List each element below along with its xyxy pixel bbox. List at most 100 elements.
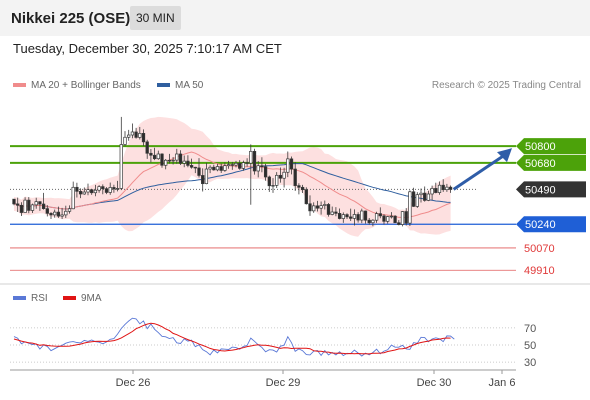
timeframe-badge[interactable]: 30 MIN — [130, 6, 181, 30]
candle-body — [386, 216, 390, 222]
candle-body — [323, 204, 327, 206]
ma50-swatch — [157, 83, 170, 88]
candle-body — [104, 188, 109, 193]
candle-body — [367, 219, 371, 224]
candle-body — [119, 144, 123, 189]
candle-body — [426, 193, 431, 201]
forecast-arrow-head — [497, 148, 512, 163]
candle-body — [160, 153, 164, 166]
time-label-dec-26: Dec 26 — [116, 377, 151, 389]
rsi-tick-70: 70 — [524, 323, 536, 335]
candle-body — [308, 203, 312, 212]
candle-body — [56, 211, 61, 217]
candle-body — [123, 136, 127, 145]
candle-body — [45, 208, 49, 214]
candle-body — [67, 208, 72, 212]
ma50-label: MA 50 — [175, 80, 204, 91]
level-label-50070: 50070 — [524, 243, 555, 255]
rsi-ma9-line — [13, 322, 451, 355]
candle-body — [234, 162, 238, 166]
datetime-label: Tuesday, December 30, 2025 7:10:17 AM CE… — [13, 41, 282, 56]
level-label-50680: 50680 — [525, 158, 556, 170]
candle-body — [49, 213, 53, 216]
candle-body — [241, 162, 246, 169]
candle-body — [115, 188, 120, 190]
candle-body — [334, 211, 338, 214]
candle-body — [90, 189, 94, 194]
candle-body — [252, 150, 257, 172]
candle-body — [245, 162, 249, 164]
candle-body — [82, 191, 86, 195]
bollinger-band-area — [14, 116, 451, 237]
candle-body — [204, 168, 209, 185]
ma9-label: 9MA — [81, 293, 102, 304]
candle-body — [448, 186, 453, 190]
candle-body — [423, 192, 427, 201]
candle-body — [289, 158, 294, 170]
legend-rsi: RSI — [13, 293, 48, 304]
candle-body — [71, 186, 75, 210]
instrument-title: Nikkei 225 (OSE) — [11, 10, 131, 27]
candle-body — [411, 191, 416, 207]
candle-body — [134, 131, 138, 138]
candle-body — [60, 214, 64, 217]
candle-body — [286, 158, 290, 173]
candle-body — [182, 160, 186, 164]
rsi-tick-50: 50 — [524, 340, 536, 352]
candle-body — [374, 213, 379, 221]
credit-text: Research © 2025 Trading Central — [431, 80, 581, 91]
candle-body — [293, 168, 297, 186]
candle-body — [30, 204, 35, 211]
time-axis: Dec 26 Dec 29 Dec 30 Jan 6 — [0, 283, 590, 389]
candle-body — [260, 165, 264, 168]
candle-body — [197, 167, 201, 176]
candle-body — [360, 210, 364, 221]
candle-body — [193, 166, 197, 169]
panel-separator — [0, 283, 590, 285]
candle-body — [108, 187, 112, 193]
candle-body — [393, 215, 397, 224]
candle-body — [93, 189, 98, 194]
candle-body — [141, 133, 146, 143]
candle-body — [201, 175, 205, 185]
candle-body — [345, 214, 349, 218]
legend-ma20: MA 20 + Bollinger Bands — [13, 80, 141, 91]
candle-body — [19, 204, 24, 213]
candle-body — [164, 159, 168, 166]
header-bar — [0, 0, 590, 36]
candle-body — [215, 166, 220, 171]
candle-body — [127, 134, 131, 138]
candle-body — [300, 186, 305, 191]
candles — [12, 116, 512, 227]
rsi-line — [13, 317, 455, 357]
candle-body — [178, 153, 183, 164]
level-tag-50240 — [516, 216, 586, 233]
candle-body — [263, 166, 268, 178]
candle-body — [41, 203, 46, 209]
candle-body — [341, 214, 345, 219]
candle-body — [223, 165, 227, 171]
candle-body — [389, 215, 394, 218]
candle-body — [208, 166, 212, 170]
candle-body — [186, 160, 190, 166]
candle-body — [415, 194, 419, 207]
candle-body — [23, 199, 27, 213]
level-label-49910: 49910 — [524, 265, 555, 277]
rsi-swatch — [13, 296, 26, 301]
ma20-label: MA 20 + Bollinger Bands — [31, 80, 141, 91]
candle-body — [349, 216, 353, 219]
forecast-arrow-shaft — [452, 152, 507, 191]
candle-body — [378, 213, 382, 217]
bollinger-bands — [14, 116, 451, 237]
candle-body — [112, 187, 116, 190]
candle-body — [271, 185, 275, 187]
candle-body — [53, 211, 57, 216]
candle-body — [230, 164, 234, 166]
candle-body — [397, 222, 401, 225]
time-label-dec-29: Dec 29 — [266, 377, 301, 389]
candle-body — [238, 162, 242, 169]
rsi-label: RSI — [31, 293, 48, 304]
candle-body — [75, 186, 79, 192]
candle-body — [167, 159, 172, 162]
